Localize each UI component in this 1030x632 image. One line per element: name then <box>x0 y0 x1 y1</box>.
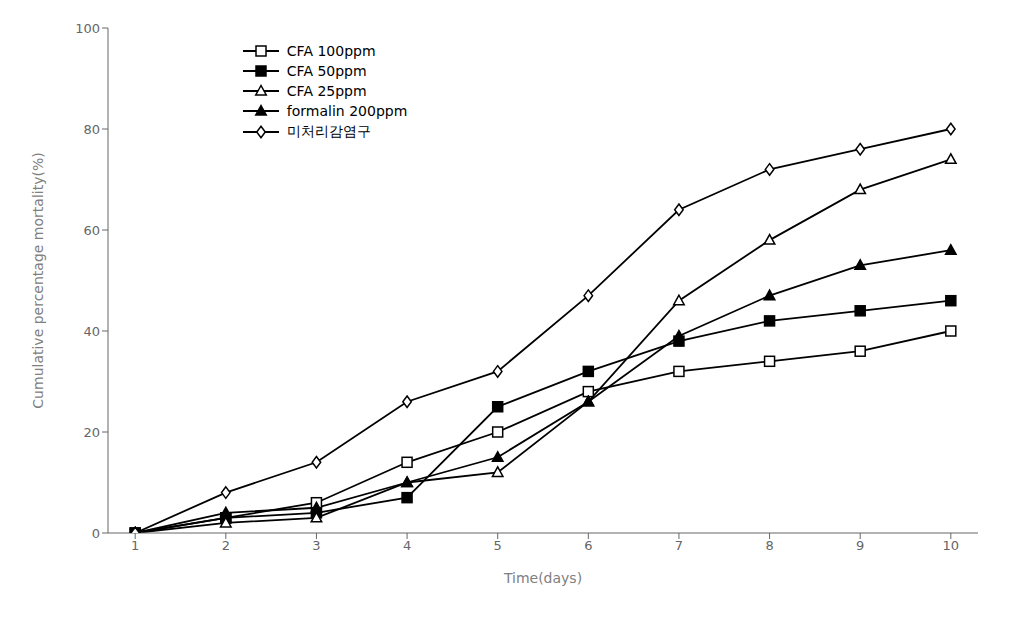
svg-text:6: 6 <box>584 538 592 553</box>
svg-text:Cumulative percentage mortalit: Cumulative percentage mortality(%) <box>30 152 46 408</box>
svg-text:10: 10 <box>943 538 960 553</box>
html-text:CFA 100ppm: CFA 100ppm <box>286 43 376 60</box>
svg-text:20: 20 <box>83 425 100 440</box>
html-text:CFA 50ppm: CFA 50ppm <box>286 63 367 80</box>
svg-text:8: 8 <box>765 538 773 553</box>
svg-text:4: 4 <box>403 538 411 553</box>
svg-text:0: 0 <box>92 526 100 541</box>
svg-text:5: 5 <box>494 538 502 553</box>
svg-text:3: 3 <box>312 538 320 553</box>
svg-text:1: 1 <box>131 538 139 553</box>
svg-text:80: 80 <box>83 122 100 137</box>
html-text:미처리감염구: 미처리감염구 <box>286 123 371 140</box>
svg-text:2: 2 <box>222 538 230 553</box>
html-text:formalin 200ppm: formalin 200ppm <box>286 103 408 120</box>
svg-text:9: 9 <box>856 538 864 553</box>
svg-text:Time(days): Time(days) <box>503 570 582 586</box>
html-text:CFA 25ppm: CFA 25ppm <box>286 83 367 100</box>
svg-text:7: 7 <box>675 538 683 553</box>
svg-text:60: 60 <box>83 223 100 238</box>
svg-text:40: 40 <box>83 324 100 339</box>
svg-text:100: 100 <box>75 21 100 36</box>
